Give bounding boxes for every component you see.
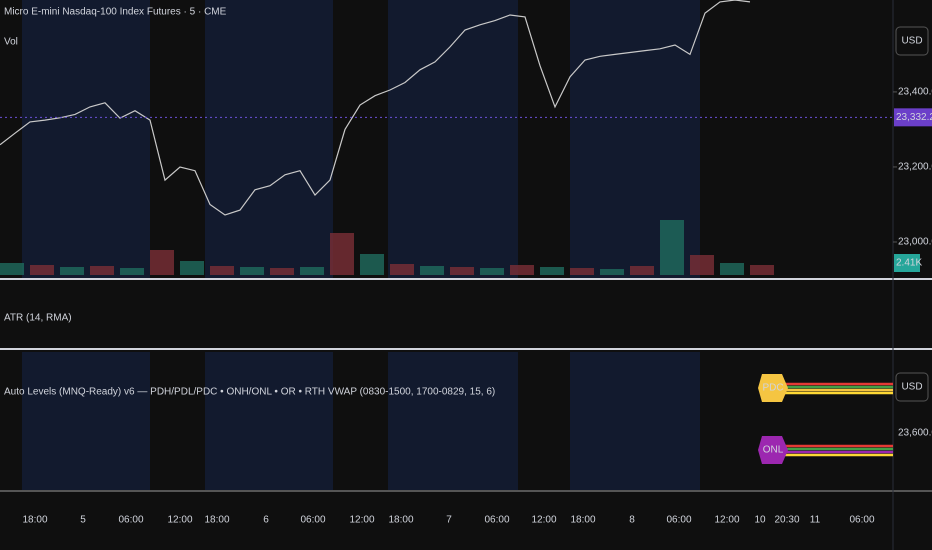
volume-bar (60, 267, 84, 275)
volume-bar (450, 267, 474, 275)
level-tag (758, 436, 788, 464)
time-tick-label: 06:00 (118, 515, 143, 526)
volume-bar (180, 261, 204, 275)
last-volume-box (894, 254, 920, 272)
time-tick-label: 12:00 (349, 515, 374, 526)
time-tick-label: 18:00 (388, 515, 413, 526)
level-name: PDC (762, 383, 783, 394)
session-shading (22, 0, 700, 490)
time-tick-label: 18:00 (22, 515, 47, 526)
time-tick-label: 18:00 (204, 515, 229, 526)
indicator-title: Auto Levels (MNQ-Ready) v6 — PDH/PDL/PDC… (4, 387, 495, 398)
time-tick-label: 12:00 (714, 515, 739, 526)
volume-bar (480, 268, 504, 275)
price-line (0, 0, 751, 216)
time-tick-label: 06:00 (484, 515, 509, 526)
currency-button[interactable] (895, 372, 929, 402)
currency[interactable]: USD (901, 382, 922, 393)
currency[interactable]: USD (901, 36, 922, 47)
time-tick-label: 8 (629, 515, 635, 526)
atr-title: ATR (14, RMA) (4, 313, 72, 324)
time-tick-label: 10 (754, 515, 766, 526)
volume-bar (120, 268, 144, 275)
last-volume-label: 2.41K (896, 258, 922, 269)
volume-bar (210, 266, 234, 275)
volume-bar (360, 254, 384, 275)
indicator-price-label: 23,600.00 (898, 428, 932, 439)
time-tick-label: 5 (80, 515, 86, 526)
price-tick-label: 23,400.00 (898, 87, 932, 98)
last-price-box (894, 108, 932, 127)
volume-bar (270, 268, 294, 275)
level-tag (758, 374, 788, 402)
volume-bar (300, 267, 324, 275)
volume-bar (720, 263, 744, 275)
time-tick-label: 18:00 (570, 515, 595, 526)
volume-bar (750, 265, 774, 275)
time-tick-label: 7 (446, 515, 452, 526)
volume-bar (690, 255, 714, 275)
price-tick-label: 23,000.00 (898, 237, 932, 248)
volume-bar (30, 265, 54, 275)
volume-bar (90, 266, 114, 275)
time-tick-label: 6 (263, 515, 269, 526)
time-tick-label: 06:00 (300, 515, 325, 526)
volume-bar (570, 268, 594, 275)
symbol-title: Micro E-mini Nasdaq-100 Index Futures · … (4, 7, 227, 18)
volume-bar (540, 267, 564, 275)
volume-bar (150, 250, 174, 275)
volume-bar (630, 266, 654, 275)
price-tick-label: 23,200.00 (898, 162, 932, 173)
last-price-label: 23,332.25 (896, 112, 932, 123)
currency-button[interactable] (895, 26, 929, 56)
volume-bar (330, 233, 354, 275)
time-tick-label: 12:00 (531, 515, 556, 526)
time-tick-label: 20:30 (774, 515, 799, 526)
level-name: ONL (763, 445, 784, 456)
time-tick-label: 11 (810, 515, 821, 526)
time-tick-label: 06:00 (849, 515, 874, 526)
volume-bar (0, 263, 24, 275)
volume-bar (510, 265, 534, 275)
volume-title: Vol (4, 37, 18, 48)
time-tick-label: 12:00 (167, 515, 192, 526)
volume-bar (390, 264, 414, 275)
time-tick-label: 06:00 (666, 515, 691, 526)
volume-bar (660, 220, 684, 275)
volume-bar (240, 267, 264, 275)
volume-bar (600, 269, 624, 275)
volume-bar (420, 266, 444, 275)
